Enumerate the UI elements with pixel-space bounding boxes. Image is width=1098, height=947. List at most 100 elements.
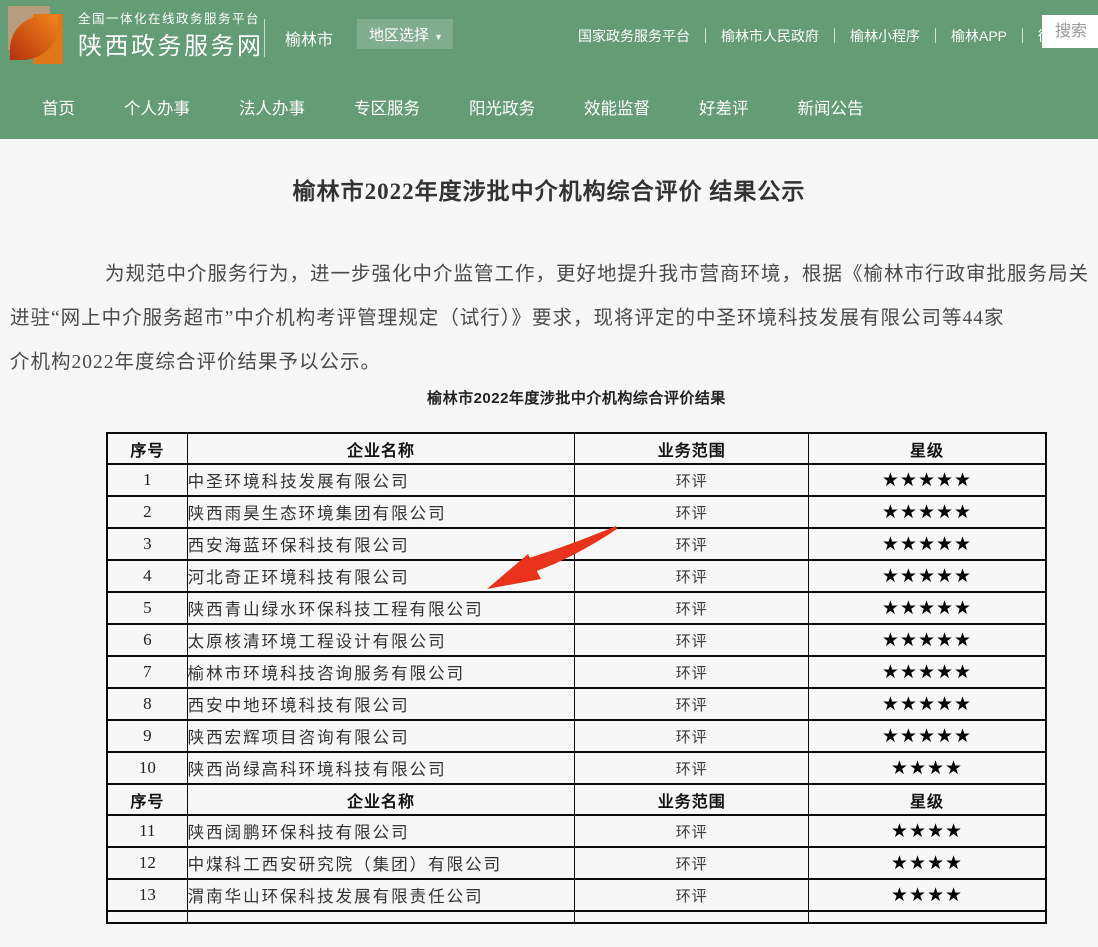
- nav-item[interactable]: 法人办事: [239, 100, 305, 118]
- business-scope: 环评: [574, 623, 809, 657]
- company-name: 太原核清环境工程设计有限公司: [186, 623, 576, 657]
- star-rating: ★★★★: [807, 751, 1047, 785]
- nav-item[interactable]: 个人办事: [124, 100, 190, 118]
- search-input[interactable]: [1042, 15, 1098, 48]
- row-number: 11: [106, 814, 188, 848]
- star-rating: ★★★★★: [807, 591, 1047, 625]
- nav-item[interactable]: 首页: [42, 100, 75, 118]
- row-number: 3: [106, 527, 188, 561]
- company-name: 陕西宏辉项目咨询有限公司: [186, 719, 576, 753]
- site-logo[interactable]: [8, 6, 64, 66]
- paragraph-line: 进驻“网上中介服务超市”中介机构考评管理规定（试行）》要求，现将评定的中圣环境科…: [10, 308, 1005, 329]
- main-navbar: 首页 个人办事 法人办事 专区服务 阳光政务 效能监督 好差评 新闻公告: [0, 75, 1098, 139]
- table-row: 5 陕西青山绿水环保科技工程有限公司 环评 ★★★★★: [106, 591, 1047, 625]
- page-title: 榆林市2022年度涉批中介机构综合评价 结果公示: [292, 179, 806, 204]
- table-row: 12 中煤科工西安研究院（集团）有限公司 环评 ★★★★: [106, 846, 1047, 880]
- partial-cell: [186, 910, 576, 923]
- column-header: 序号: [106, 432, 188, 465]
- table-row: 13 渭南华山环保科技发展有限责任公司 环评 ★★★★: [106, 878, 1047, 912]
- row-number: 13: [106, 878, 188, 912]
- site-header: 全国一体化在线政务服务平台 陕西政务服务网 榆林市 地区选择 ▾ 国家政务服务平台…: [0, 0, 1098, 139]
- column-header: 企业名称: [186, 783, 576, 816]
- business-scope: 环评: [574, 527, 809, 561]
- company-name: 陕西青山绿水环保科技工程有限公司: [186, 591, 576, 625]
- nav-items: 首页 个人办事 法人办事 专区服务 阳光政务 效能监督 好差评 新闻公告: [42, 75, 864, 139]
- star-rating: ★★★★: [807, 846, 1047, 880]
- star-rating: ★★★★★: [807, 719, 1047, 753]
- star-rating: ★★★★★: [807, 655, 1047, 689]
- paragraph-line: 为规范中介服务行为，进一步强化中介监管工作，更好地提升我市营商环境，根据《榆林市…: [105, 264, 1090, 285]
- partial-cell: [574, 910, 809, 923]
- partial-row: [106, 910, 1047, 923]
- business-scope: 环评: [574, 878, 809, 912]
- row-number: 1: [106, 463, 188, 497]
- table-caption: 榆林市2022年度涉批中介机构综合评价结果: [427, 390, 726, 407]
- row-number: 4: [106, 559, 188, 593]
- business-scope: 环评: [574, 591, 809, 625]
- link-separator: [834, 28, 835, 43]
- table-row: 3 西安海蓝环保科技有限公司 环评 ★★★★★: [106, 527, 1047, 561]
- article-content: 榆林市2022年度涉批中介机构综合评价 结果公示 为规范中介服务行为，进一步强化…: [0, 139, 1098, 947]
- column-header: 星级: [807, 783, 1047, 816]
- link-separator: [1022, 28, 1024, 43]
- region-selector-label: 地区选择: [369, 26, 430, 44]
- star-rating: ★★★★★: [807, 527, 1047, 561]
- business-scope: 环评: [574, 751, 809, 785]
- platform-name: 全国一体化在线政务服务平台: [78, 12, 261, 26]
- link-separator: [935, 28, 936, 43]
- results-table-wrap: 序号 企业名称 业务范围 星级 1 中圣环境科技发展有限公司 环评 ★★★★★ 2 陕西雨昊生态环…: [106, 432, 1047, 924]
- nav-item[interactable]: 阳光政务: [469, 100, 535, 118]
- row-number: 2: [106, 495, 188, 529]
- nav-item[interactable]: 新闻公告: [797, 100, 864, 118]
- company-name: 渭南华山环保科技发展有限责任公司: [186, 878, 576, 912]
- table-row: 6 太原核清环境工程设计有限公司 环评 ★★★★★: [106, 623, 1047, 657]
- business-scope: 环评: [574, 495, 809, 529]
- announcement-paragraph: 为规范中介服务行为，进一步强化中介监管工作，更好地提升我市营商环境，根据《榆林市…: [10, 253, 1098, 385]
- business-scope: 环评: [574, 559, 809, 593]
- top-link[interactable]: 榆林小程序: [850, 27, 920, 44]
- business-scope: 环评: [574, 846, 809, 880]
- column-header: 星级: [807, 432, 1047, 465]
- table-row: 1 中圣环境科技发展有限公司 环评 ★★★★★: [106, 463, 1047, 497]
- business-scope: 环评: [574, 687, 809, 721]
- partial-cell: [106, 910, 188, 923]
- table-row: 10 陕西尚绿高科环境科技有限公司 环评 ★★★★: [106, 751, 1047, 785]
- business-scope: 环评: [574, 655, 809, 689]
- star-rating: ★★★★★: [807, 495, 1047, 529]
- top-link[interactable]: 榆林APP: [951, 27, 1008, 44]
- row-number: 9: [106, 719, 188, 753]
- row-number: 12: [106, 846, 188, 880]
- header-divider: [264, 19, 265, 57]
- company-name: 西安海蓝环保科技有限公司: [186, 527, 576, 561]
- site-name: 陕西政务服务网: [78, 33, 264, 60]
- company-name: 中煤科工西安研究院（集团）有限公司: [186, 846, 576, 880]
- star-rating: ★★★★★: [807, 559, 1047, 593]
- column-header: 序号: [106, 783, 188, 816]
- row-number: 7: [106, 655, 188, 689]
- row-number: 5: [106, 591, 188, 625]
- brand-text: 全国一体化在线政务服务平台 陕西政务服务网: [78, 9, 264, 64]
- top-links: 国家政务服务平台榆林市人民政府榆林小程序榆林APP微信公众号: [578, 0, 1098, 71]
- region-selector-button[interactable]: 地区选择 ▾: [357, 19, 454, 49]
- star-rating: ★★★★★: [807, 463, 1047, 497]
- star-rating: ★★★★★: [807, 623, 1047, 657]
- company-name: 陕西雨昊生态环境集团有限公司: [186, 495, 576, 529]
- nav-item[interactable]: 好差评: [699, 100, 749, 118]
- nav-item[interactable]: 专区服务: [354, 100, 420, 118]
- top-link[interactable]: 榆林市人民政府: [721, 27, 819, 44]
- partial-cell: [807, 910, 1047, 923]
- star-rating: ★★★★: [807, 814, 1047, 848]
- nav-item[interactable]: 效能监督: [584, 100, 650, 118]
- company-name: 陕西尚绿高科环境科技有限公司: [186, 751, 576, 785]
- table-row: 7 榆林市环境科技咨询服务有限公司 环评 ★★★★★: [106, 655, 1047, 689]
- table-header-row: 序号 企业名称 业务范围 星级: [106, 432, 1047, 465]
- column-header: 业务范围: [574, 432, 809, 465]
- search-box: [1042, 15, 1098, 48]
- business-scope: 环评: [574, 719, 809, 753]
- company-name: 中圣环境科技发展有限公司: [186, 463, 576, 497]
- current-city-label: 榆林市: [285, 32, 334, 49]
- company-name: 榆林市环境科技咨询服务有限公司: [186, 655, 576, 689]
- star-rating: ★★★★★: [807, 687, 1047, 721]
- column-header: 业务范围: [574, 783, 809, 816]
- top-link[interactable]: 国家政务服务平台: [578, 27, 690, 44]
